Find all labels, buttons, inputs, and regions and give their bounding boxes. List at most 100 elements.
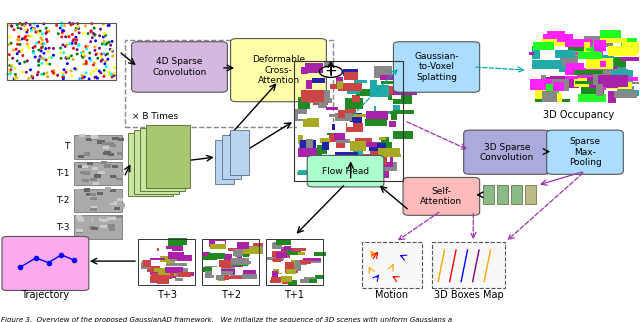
- Point: [94, 46, 104, 51]
- Bar: [90, 218, 96, 221]
- Bar: [532, 46, 540, 59]
- Bar: [389, 121, 396, 127]
- Point: [76, 76, 86, 81]
- Point: [41, 31, 51, 36]
- Bar: [548, 93, 563, 102]
- Bar: [342, 156, 355, 161]
- Point: [66, 22, 76, 27]
- Bar: [303, 118, 319, 128]
- Bar: [312, 78, 324, 83]
- Point: [21, 21, 31, 26]
- Bar: [332, 69, 358, 76]
- Bar: [79, 134, 85, 137]
- Point: [56, 45, 66, 51]
- Bar: [97, 140, 104, 144]
- Point: [23, 33, 33, 39]
- Bar: [138, 239, 195, 285]
- Bar: [346, 114, 369, 117]
- Point: [100, 59, 111, 64]
- Bar: [221, 270, 234, 275]
- Point: [86, 58, 96, 63]
- Point: [42, 70, 52, 75]
- Bar: [107, 217, 113, 220]
- Point: [70, 40, 81, 45]
- Bar: [327, 133, 344, 136]
- Bar: [380, 74, 393, 80]
- Bar: [370, 165, 377, 176]
- Point: [35, 56, 45, 61]
- Point: [93, 56, 103, 61]
- Bar: [598, 75, 628, 87]
- Point: [28, 74, 38, 79]
- Bar: [370, 85, 388, 97]
- Point: [19, 36, 29, 41]
- Bar: [573, 70, 604, 75]
- Point: [32, 72, 42, 77]
- Bar: [614, 91, 637, 98]
- Point: [3, 23, 13, 28]
- Point: [22, 28, 33, 33]
- Point: [47, 69, 58, 74]
- Point: [8, 56, 18, 61]
- Bar: [358, 165, 369, 174]
- FancyBboxPatch shape: [394, 42, 479, 92]
- Bar: [608, 91, 616, 103]
- Bar: [285, 248, 301, 255]
- Point: [61, 34, 71, 39]
- Text: T-1: T-1: [56, 169, 70, 178]
- Bar: [178, 268, 188, 274]
- Bar: [76, 215, 82, 218]
- Bar: [352, 157, 374, 160]
- Point: [33, 70, 44, 75]
- Point: [66, 68, 76, 73]
- Bar: [281, 246, 298, 252]
- Bar: [497, 185, 508, 204]
- Point: [17, 36, 28, 42]
- Point: [41, 26, 51, 31]
- Point: [74, 42, 84, 47]
- Point: [8, 48, 19, 53]
- Bar: [621, 70, 627, 80]
- Bar: [97, 192, 104, 195]
- Bar: [525, 185, 536, 204]
- Point: [105, 71, 115, 76]
- Bar: [279, 266, 285, 273]
- Point: [79, 74, 90, 80]
- Bar: [286, 269, 296, 274]
- Bar: [100, 225, 106, 228]
- Bar: [150, 258, 165, 260]
- Bar: [202, 239, 259, 285]
- Point: [79, 73, 89, 78]
- Point: [72, 47, 83, 52]
- Bar: [218, 276, 225, 281]
- Point: [23, 44, 33, 49]
- Point: [5, 69, 15, 74]
- Point: [68, 21, 78, 26]
- Bar: [600, 31, 621, 41]
- Bar: [336, 76, 343, 85]
- Point: [62, 61, 72, 66]
- Bar: [338, 110, 345, 118]
- Bar: [205, 271, 214, 278]
- Point: [5, 71, 15, 76]
- Bar: [170, 255, 177, 261]
- Bar: [376, 162, 397, 171]
- Point: [78, 30, 88, 35]
- Bar: [511, 185, 522, 204]
- Point: [67, 41, 77, 46]
- Bar: [541, 39, 557, 46]
- Bar: [104, 165, 111, 167]
- Point: [78, 49, 88, 54]
- Point: [26, 26, 36, 32]
- Point: [87, 35, 97, 40]
- Bar: [574, 78, 589, 87]
- Point: [20, 34, 31, 39]
- Point: [21, 70, 31, 75]
- Point: [104, 72, 115, 77]
- Text: T+1: T+1: [284, 289, 305, 299]
- Point: [99, 34, 109, 40]
- Bar: [271, 251, 291, 258]
- FancyBboxPatch shape: [230, 39, 326, 102]
- Bar: [104, 202, 110, 205]
- Bar: [553, 82, 564, 91]
